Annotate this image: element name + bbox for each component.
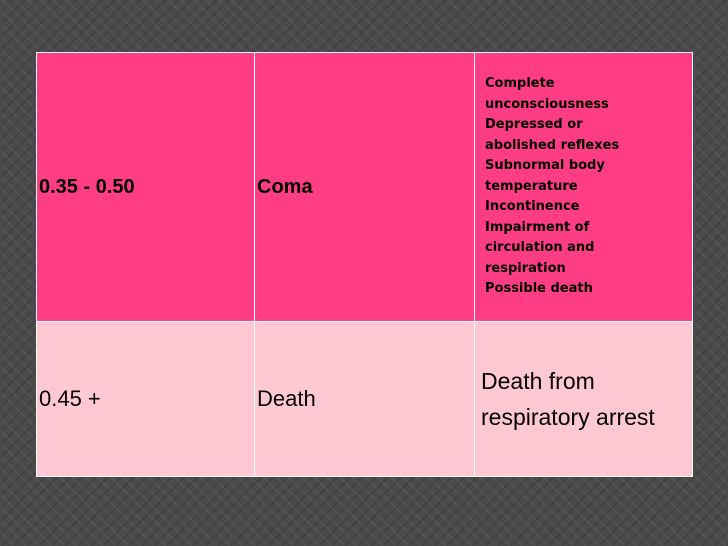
- effect-line: Subnormal body: [485, 158, 605, 174]
- effect-line: Death from: [481, 368, 595, 394]
- effect-line: Incontinence: [485, 199, 580, 215]
- stage-cell: Death: [254, 321, 475, 477]
- effects-list: Complete unconsciousness Depressed or ab…: [477, 74, 692, 300]
- effect-line: respiratory arrest: [481, 404, 655, 430]
- effects-cell: Death from respiratory arrest: [474, 321, 693, 477]
- effects-cell: Complete unconsciousness Depressed or ab…: [474, 52, 693, 322]
- effect-line: temperature: [485, 178, 578, 194]
- effect-line: Complete: [485, 76, 555, 92]
- effect-line: abolished reflexes: [485, 137, 620, 153]
- intoxication-stage-table: 0.35 - 0.50 Coma Complete unconsciousnes…: [36, 52, 693, 477]
- effect-line: Depressed or: [485, 117, 583, 133]
- effect-line: unconsciousness: [485, 96, 609, 112]
- bac-range-cell: 0.45 +: [36, 321, 255, 477]
- effect-line: circulation and: [485, 240, 595, 256]
- bac-range-cell: 0.35 - 0.50: [36, 52, 255, 322]
- effects-text: Death from respiratory arrest: [477, 363, 692, 435]
- stage-cell: Coma: [254, 52, 475, 322]
- effect-line: respiration: [485, 260, 566, 276]
- table-row-death: 0.45 + Death Death from respiratory arre…: [36, 321, 693, 477]
- table-row-coma: 0.35 - 0.50 Coma Complete unconsciousnes…: [36, 52, 693, 322]
- effect-line: Possible death: [485, 281, 593, 297]
- effect-line: Impairment of: [485, 219, 590, 235]
